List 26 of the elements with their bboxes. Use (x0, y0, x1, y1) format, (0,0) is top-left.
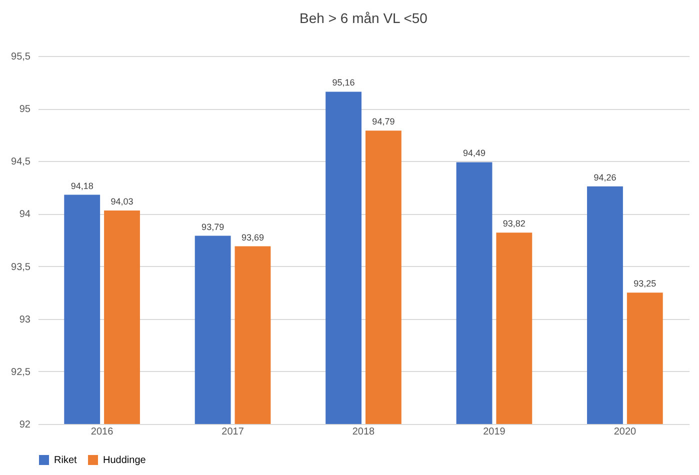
x-tick-label: 2018 (352, 426, 376, 438)
data-label: 94,03 (110, 196, 134, 207)
y-tick-label: 92,5 (11, 366, 31, 378)
y-tick-label: 93 (19, 314, 31, 326)
data-label: 93,25 (634, 278, 656, 289)
y-tick-label: 95,5 (11, 52, 31, 62)
x-tick-label: 2017 (222, 426, 244, 438)
data-label: 95,16 (332, 78, 355, 88)
data-label: 94,79 (372, 116, 395, 127)
x-tick-label: 2016 (90, 426, 114, 438)
x-tick-label: 2020 (614, 426, 637, 438)
legend-label: Riket (54, 455, 78, 466)
y-tick-label: 95 (19, 104, 31, 116)
y-tick-label: 94 (19, 209, 31, 220)
y-tick-label: 92 (19, 420, 31, 430)
y-tick-label: 93,5 (11, 262, 31, 273)
data-label: 94,26 (594, 172, 616, 182)
data-label: 93,82 (502, 218, 526, 229)
data-label: 93,69 (241, 232, 264, 242)
x-tick-label: 2019 (483, 426, 506, 438)
data-label: 93,79 (202, 222, 224, 232)
data-label: 94,18 (70, 180, 94, 191)
y-tick-label: 94,5 (11, 156, 31, 168)
chart-title: Beh > 6 mån VL <50 (300, 10, 428, 26)
legend-label: Huddinge (103, 455, 146, 466)
data-label: 94,49 (463, 148, 486, 158)
